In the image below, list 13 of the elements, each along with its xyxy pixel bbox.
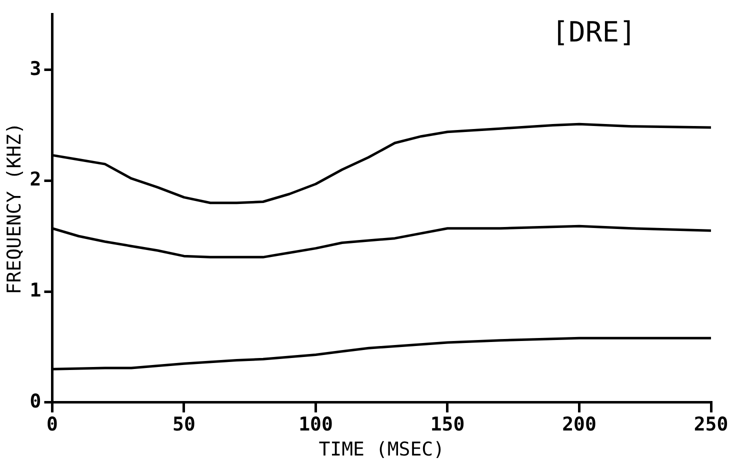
x-tick-label: 50 (172, 414, 196, 436)
y-tick-label: 3 (30, 58, 42, 80)
y-tick-label: 1 (30, 279, 42, 302)
x-tick-label: 0 (46, 414, 58, 436)
y-tick-label: 0 (30, 390, 42, 412)
x-tick-label: 250 (694, 414, 728, 436)
y-axis-title: FREQUENCY (KHZ) (3, 122, 26, 294)
x-tick-label: 150 (430, 414, 465, 436)
chart-title: [DRE] (552, 16, 636, 49)
x-axis-title: TIME (MSEC) (318, 438, 445, 461)
x-tick-label: 100 (298, 414, 333, 436)
x-tick-label: 200 (562, 414, 596, 436)
y-tick-label: 2 (30, 168, 42, 191)
